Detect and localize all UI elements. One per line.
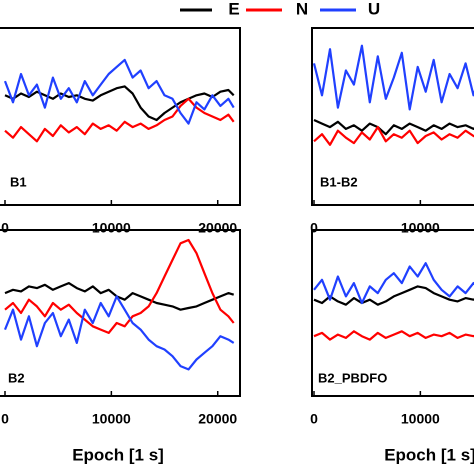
plot-frame	[311, 229, 474, 397]
series-line	[312, 44, 474, 111]
x-tick-label: 10000	[92, 411, 131, 427]
series-line	[313, 285, 474, 306]
plot-frame	[0, 27, 241, 206]
series-line	[313, 262, 474, 305]
panel-label: B1	[10, 174, 27, 189]
legend-label: N	[296, 0, 308, 18]
series-line	[313, 118, 474, 136]
x-tick-label: 20000	[198, 411, 237, 427]
series-line	[313, 126, 474, 146]
series-line	[4, 282, 235, 311]
x-axis-title: Epoch [1 s]	[72, 445, 164, 464]
panel-label: B2	[8, 370, 25, 385]
plot-frame	[311, 27, 474, 206]
plot-frame	[0, 229, 241, 397]
legend-label: U	[368, 0, 380, 18]
x-tick-label: 20000	[198, 220, 237, 236]
panel-label: B2_PBDFO	[318, 370, 387, 385]
series-line	[4, 97, 235, 143]
series-line	[3, 58, 235, 125]
legend: E N U	[180, 0, 380, 18]
series-line	[3, 295, 235, 371]
panel-label: B1-B2	[320, 174, 358, 189]
series-line	[313, 330, 474, 341]
x-axis-title: Epoch [1 s]	[384, 445, 474, 464]
x-tick-label: 10000	[92, 220, 131, 236]
x-tick-label: 0	[310, 220, 318, 236]
legend-label: E	[228, 0, 239, 18]
series-line	[4, 85, 235, 122]
x-tick-label: 0	[310, 411, 318, 427]
x-tick-label: 0	[1, 220, 9, 236]
x-tick-label: 10000	[401, 411, 440, 427]
series-line	[4, 238, 235, 334]
x-tick-label: 0	[1, 411, 9, 427]
x-tick-label: 10000	[401, 220, 440, 236]
